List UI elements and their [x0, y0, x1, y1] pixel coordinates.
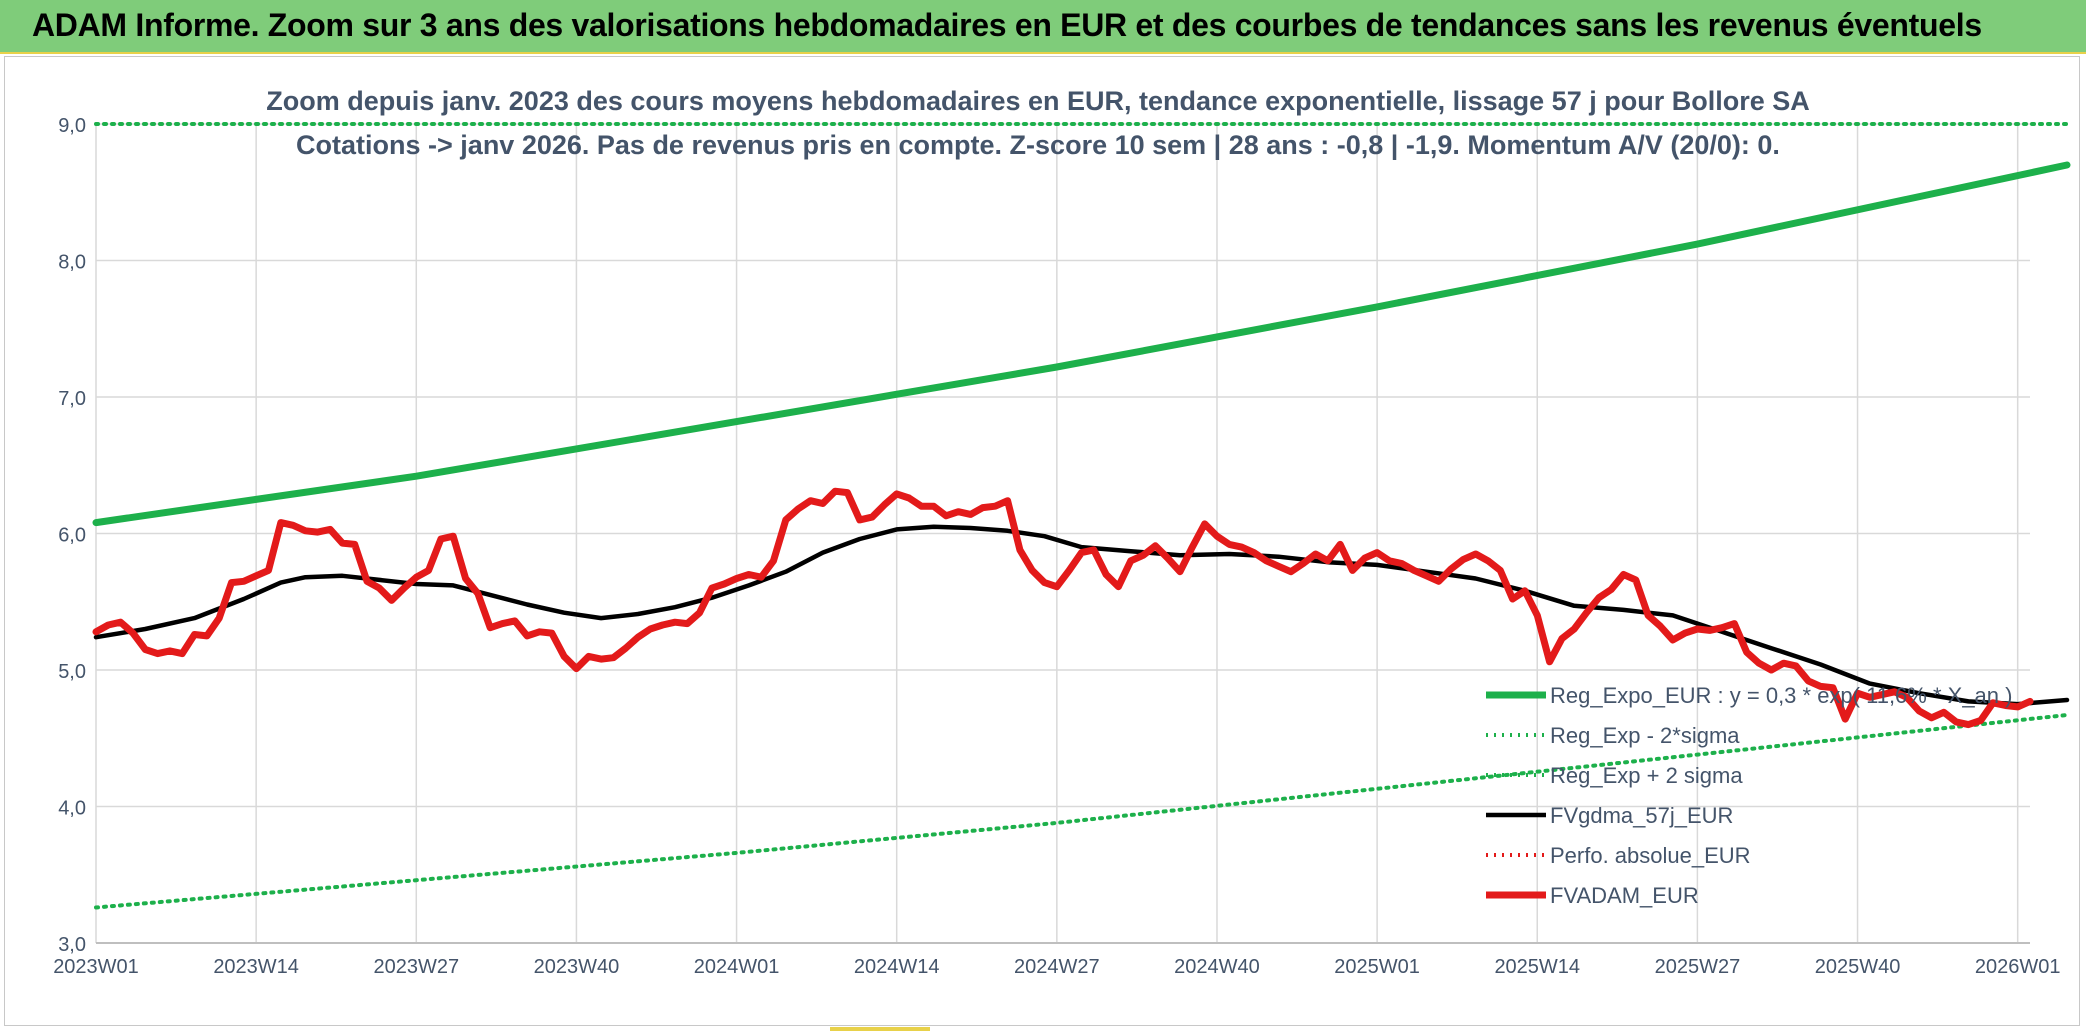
- legend-label: FVgdma_57j_EUR: [1550, 803, 1733, 828]
- chart-title: Zoom depuis janv. 2023 des cours moyens …: [266, 86, 1809, 116]
- x-tick-label: 2026W01: [1975, 956, 2061, 978]
- x-tick-label: 2024W14: [854, 956, 940, 978]
- series-line-5: [92, 487, 2034, 729]
- bottom-accent: [830, 1027, 930, 1031]
- series-line-3: [93, 524, 2070, 707]
- series-line-1: [94, 713, 2069, 910]
- report-title: ADAM Informe. Zoom sur 3 ans des valoris…: [32, 7, 1982, 43]
- legend-label: Perfo. absolue_EUR: [1550, 843, 1751, 868]
- x-tick-label: 2025W27: [1655, 956, 1741, 978]
- chart-titles: Zoom depuis janv. 2023 des cours moyens …: [266, 86, 1809, 160]
- legend-label: Reg_Expo_EUR : y = 0,3 * exp( 11,6% * X_…: [1550, 683, 2012, 708]
- x-tick-label: 2023W01: [53, 956, 139, 978]
- series-line-0: [92, 161, 2071, 527]
- x-tick-label: 2024W01: [694, 956, 780, 978]
- legend-label: Reg_Exp - 2*sigma: [1550, 723, 1740, 748]
- y-tick-label: 7,0: [58, 388, 86, 410]
- chart-grid: [95, 123, 2030, 944]
- x-tick-label: 2023W40: [534, 956, 620, 978]
- y-tick-label: 8,0: [58, 252, 86, 274]
- x-axis: 2023W01 2023W14 2023W27 2023W40 2024W01 2024W…: [53, 942, 2061, 978]
- x-tick-label: 2023W14: [213, 956, 299, 978]
- legend-label: Reg_Exp + 2 sigma: [1550, 763, 1743, 788]
- x-tick-label: 2023W27: [373, 956, 459, 978]
- y-tick-label: 4,0: [58, 798, 86, 820]
- x-tick-label: 2025W01: [1334, 956, 1420, 978]
- x-tick-label: 2025W14: [1494, 956, 1580, 978]
- x-tick-label: 2024W27: [1014, 956, 1100, 978]
- chart-legend: Reg_Expo_EUR : y = 0,3 * exp( 11,6% * X_…: [1486, 683, 2012, 908]
- chart-subtitle: Cotations -> janv 2026. Pas de revenus p…: [296, 130, 1780, 160]
- y-tick-label: 6,0: [58, 525, 86, 547]
- y-tick-label: 9,0: [58, 115, 86, 137]
- report-banner: ADAM Informe. Zoom sur 3 ans des valoris…: [0, 0, 2086, 54]
- legend-label: FVADAM_EUR: [1550, 883, 1699, 908]
- y-tick-label: 5,0: [58, 661, 86, 683]
- y-tick-label: 3,0: [58, 934, 86, 956]
- x-tick-label: 2025W40: [1815, 956, 1901, 978]
- y-axis: 3,0 4,0 5,0 6,0 7,0 8,0 9,0: [58, 115, 86, 956]
- chart: 3,04,05,06,07,08,09,0 2023W01 2023W14 2023…: [53, 86, 2071, 978]
- x-tick-label: 2024W40: [1174, 956, 1260, 978]
- chart-series: [92, 122, 2071, 910]
